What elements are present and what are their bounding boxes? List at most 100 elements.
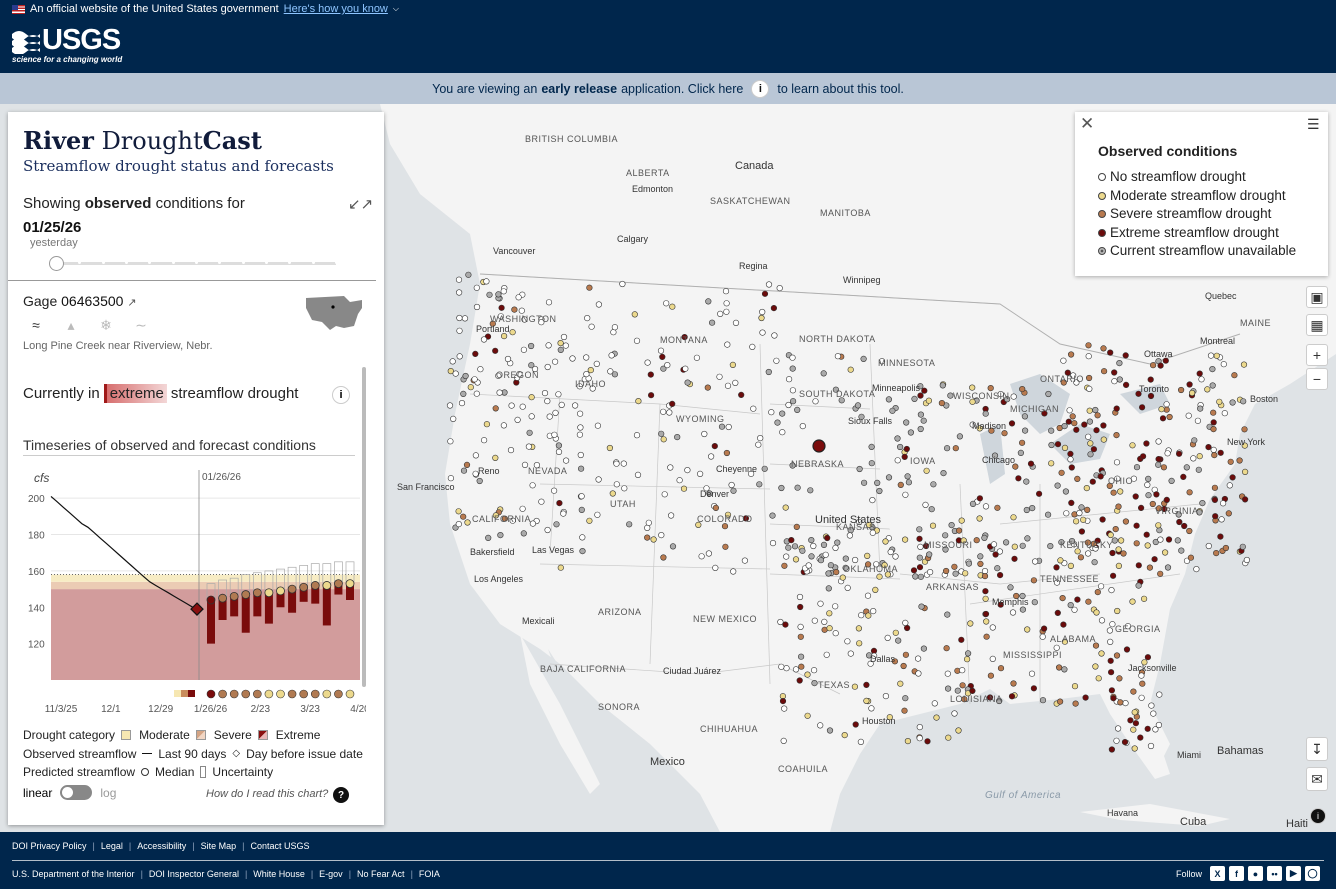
gage-marker[interactable] <box>1205 542 1212 550</box>
gage-marker[interactable] <box>571 402 579 409</box>
gage-marker[interactable] <box>885 474 893 481</box>
gage-marker[interactable] <box>1098 650 1105 657</box>
footer-link[interactable]: FOIA <box>418 869 440 879</box>
gage-marker[interactable] <box>1085 342 1092 349</box>
gage-marker[interactable] <box>834 539 841 546</box>
gage-marker[interactable] <box>1146 564 1153 571</box>
gage-marker[interactable] <box>987 385 994 392</box>
gage-marker[interactable] <box>1106 627 1113 634</box>
gage-marker[interactable] <box>473 303 481 311</box>
gage-marker[interactable] <box>1092 545 1099 552</box>
gage-marker[interactable] <box>1219 500 1227 507</box>
gage-marker[interactable] <box>821 618 828 626</box>
gage-marker[interactable] <box>1097 583 1105 590</box>
gage-marker[interactable] <box>1145 475 1152 483</box>
gage-marker[interactable] <box>1001 430 1008 437</box>
gage-marker[interactable] <box>1030 685 1037 692</box>
gage-marker[interactable] <box>586 517 593 524</box>
gage-marker[interactable] <box>881 562 888 569</box>
gage-marker[interactable] <box>797 603 804 611</box>
gage-marker[interactable] <box>1009 609 1017 616</box>
gage-marker[interactable] <box>1019 592 1026 600</box>
gage-marker[interactable] <box>456 314 463 322</box>
gage-marker[interactable] <box>1194 417 1201 424</box>
gage-marker[interactable] <box>458 400 466 407</box>
gage-marker[interactable] <box>774 419 781 426</box>
gage-marker[interactable] <box>916 526 923 533</box>
gage-marker[interactable] <box>785 544 792 551</box>
gage-marker[interactable] <box>644 524 651 532</box>
gage-marker[interactable] <box>619 280 626 288</box>
gage-marker[interactable] <box>914 655 922 662</box>
gage-marker[interactable] <box>1068 499 1075 507</box>
gage-marker[interactable] <box>1211 484 1218 491</box>
gage-marker[interactable] <box>741 557 749 564</box>
gage-marker[interactable] <box>1120 550 1127 557</box>
gage-marker[interactable] <box>1148 702 1155 709</box>
gage-marker[interactable] <box>473 284 480 291</box>
gage-marker[interactable] <box>1213 550 1220 557</box>
gage-marker[interactable] <box>1110 489 1117 496</box>
gage-marker[interactable] <box>695 521 702 529</box>
gage-marker[interactable] <box>1011 555 1018 562</box>
gage-marker[interactable] <box>1007 584 1014 591</box>
gage-marker[interactable] <box>521 316 528 323</box>
gage-marker[interactable] <box>1135 562 1142 569</box>
gage-marker[interactable] <box>447 368 454 375</box>
gage-marker[interactable] <box>1107 657 1114 664</box>
gage-marker[interactable] <box>976 515 983 522</box>
gage-marker[interactable] <box>492 405 499 412</box>
gage-marker[interactable] <box>1130 475 1137 482</box>
gage-marker[interactable] <box>855 625 863 632</box>
gage-marker[interactable] <box>894 435 901 442</box>
gage-marker[interactable] <box>1085 374 1093 382</box>
gage-marker[interactable] <box>991 452 999 459</box>
gage-marker[interactable] <box>1078 504 1085 511</box>
gage-marker[interactable] <box>1069 413 1076 420</box>
about-info-button[interactable]: i <box>751 79 770 98</box>
gage-marker[interactable] <box>847 366 854 373</box>
gage-marker[interactable] <box>1035 490 1043 497</box>
gage-marker[interactable] <box>1186 489 1193 496</box>
gage-marker[interactable] <box>1074 596 1081 603</box>
gage-marker[interactable] <box>1129 442 1136 449</box>
gage-marker[interactable] <box>788 537 795 544</box>
gage-marker[interactable] <box>684 379 691 386</box>
attribution-info-icon[interactable]: i <box>1310 808 1326 824</box>
gage-marker[interactable] <box>1107 531 1114 539</box>
gage-marker[interactable] <box>447 438 454 445</box>
gage-marker[interactable] <box>1010 514 1017 521</box>
gage-marker[interactable] <box>576 383 583 390</box>
gage-marker[interactable] <box>1160 464 1167 471</box>
gage-marker[interactable] <box>1109 572 1117 579</box>
gage-marker[interactable] <box>1021 413 1029 420</box>
gage-marker[interactable] <box>483 278 490 285</box>
gage-marker[interactable] <box>550 487 558 494</box>
gage-marker[interactable] <box>842 564 849 571</box>
gage-marker[interactable] <box>495 372 502 379</box>
gage-marker[interactable] <box>917 392 924 399</box>
gage-marker[interactable] <box>577 424 584 431</box>
footer-link[interactable]: Contact USGS <box>250 841 310 851</box>
gage-marker[interactable] <box>551 358 559 365</box>
gage-marker[interactable] <box>521 461 529 469</box>
gage-marker[interactable] <box>781 705 788 712</box>
gage-marker[interactable] <box>577 465 585 472</box>
gage-marker[interactable] <box>658 532 665 539</box>
gage-marker[interactable] <box>1053 564 1060 571</box>
gage-marker[interactable] <box>1116 360 1123 367</box>
gage-marker[interactable] <box>1216 398 1223 405</box>
gage-marker[interactable] <box>527 342 535 350</box>
gage-marker[interactable] <box>492 347 499 354</box>
gage-marker[interactable] <box>916 554 923 561</box>
gage-marker[interactable] <box>904 473 911 480</box>
gage-marker[interactable] <box>584 315 591 322</box>
gage-marker[interactable] <box>1061 666 1068 673</box>
gage-marker[interactable] <box>660 436 667 443</box>
download-icon[interactable]: ↧ <box>1306 737 1328 761</box>
gage-marker[interactable] <box>844 638 851 645</box>
gage-marker[interactable] <box>942 567 950 575</box>
gage-marker[interactable] <box>1131 745 1138 752</box>
gage-marker[interactable] <box>594 422 602 429</box>
gage-marker[interactable] <box>804 671 811 678</box>
